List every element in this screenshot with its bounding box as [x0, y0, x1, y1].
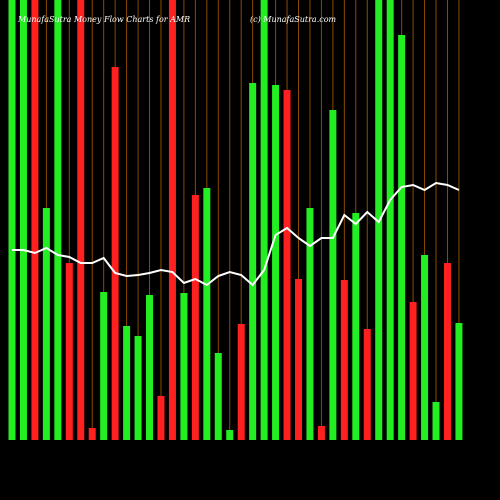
bar	[134, 336, 142, 440]
bar	[65, 263, 73, 440]
bar	[317, 426, 325, 440]
bar	[111, 67, 119, 440]
bar	[329, 110, 337, 440]
bar	[168, 0, 176, 440]
bar	[237, 324, 245, 440]
bar	[363, 329, 371, 440]
bar	[409, 302, 417, 440]
bar	[249, 83, 257, 440]
bar	[146, 295, 154, 440]
money-flow-line	[12, 181, 460, 287]
bar	[123, 326, 131, 440]
bar	[272, 85, 280, 440]
bar	[54, 0, 62, 440]
bar	[455, 323, 463, 440]
bar	[42, 208, 50, 440]
bar	[203, 188, 211, 440]
bar	[31, 0, 39, 440]
bar	[352, 213, 360, 440]
bar	[295, 279, 302, 440]
chart-subtitle: (c) MunafaSutra.com	[250, 15, 337, 24]
bar	[100, 292, 108, 440]
chart-title: MunafaSutra Money Flow Charts for AMR	[17, 15, 190, 24]
bar	[8, 0, 16, 440]
bar	[214, 353, 222, 440]
bar	[180, 293, 188, 440]
bar	[421, 255, 429, 440]
bar	[260, 0, 268, 440]
bar	[443, 263, 451, 440]
bar	[386, 0, 394, 440]
bar	[283, 90, 291, 440]
bar	[226, 430, 234, 440]
bar	[432, 402, 440, 440]
bar	[306, 208, 314, 440]
bar	[77, 0, 85, 440]
bar	[191, 195, 199, 440]
bar	[88, 428, 96, 440]
bar	[340, 280, 348, 440]
bar	[19, 0, 27, 440]
bar	[398, 35, 406, 440]
bar	[157, 396, 165, 440]
